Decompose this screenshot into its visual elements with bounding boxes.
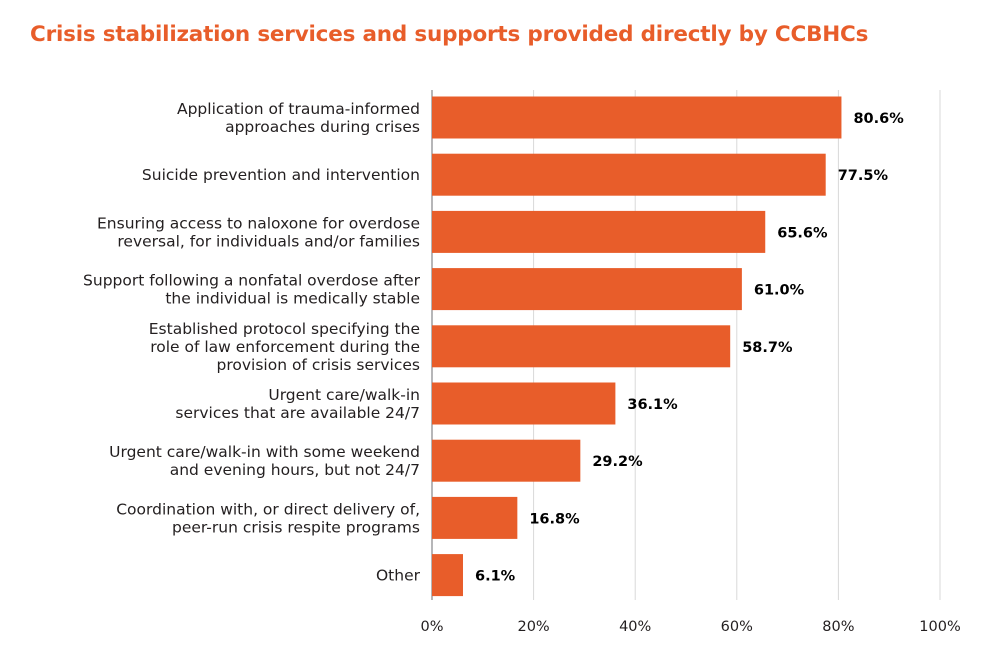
category-label: Other xyxy=(376,567,421,585)
chart-title: Crisis stabilization services and suppor… xyxy=(30,22,869,47)
category-label-line: Urgent care/walk-in with some weekend xyxy=(109,443,420,461)
category-label-line: the individual is medically stable xyxy=(165,290,420,308)
x-axis-ticks: 0% 20% 40% 60% 80% 100% xyxy=(420,619,960,635)
category-label-line: Application of trauma-informed xyxy=(177,100,420,118)
data-label: 58.7% xyxy=(742,340,793,356)
data-label: 61.0% xyxy=(754,283,805,299)
x-tick-label: 60% xyxy=(721,619,753,635)
bar xyxy=(432,210,766,253)
data-label: 16.8% xyxy=(529,511,580,527)
category-label: Coordination with, or direct delivery of… xyxy=(116,500,420,536)
x-tick-label: 80% xyxy=(822,619,854,635)
category-label-line: role of law enforcement during the xyxy=(150,338,420,356)
bar xyxy=(432,153,826,196)
bar xyxy=(432,96,842,139)
bar xyxy=(432,496,518,539)
category-label: Suicide prevention and intervention xyxy=(142,166,420,184)
data-label: 36.1% xyxy=(627,397,678,413)
data-label: 6.1% xyxy=(475,569,516,585)
category-label-line: reversal, for individuals and/or familie… xyxy=(117,232,420,250)
category-label-line: provision of crisis services xyxy=(217,356,421,374)
bars xyxy=(432,96,842,597)
x-tick-label: 0% xyxy=(420,619,443,635)
category-label: Urgent care/walk-in with some weekend and… xyxy=(109,443,420,479)
category-label-line: Ensuring access to naloxone for overdose xyxy=(97,214,420,232)
category-label: Established protocol specifying the role … xyxy=(149,320,420,374)
x-tick-label: 20% xyxy=(517,619,549,635)
x-tick-label: 100% xyxy=(919,619,960,635)
bar xyxy=(432,554,463,597)
data-label: 77.5% xyxy=(838,168,889,184)
category-label: Application of trauma-informed approaches… xyxy=(177,100,420,136)
x-tick-label: 40% xyxy=(619,619,651,635)
category-labels: Application of trauma-informed approaches… xyxy=(83,100,421,585)
bar xyxy=(432,382,616,425)
category-label: Support following a nonfatal overdose af… xyxy=(83,272,421,308)
bar xyxy=(432,325,731,368)
category-label-line: Other xyxy=(376,567,421,585)
category-label-line: peer-run crisis respite programs xyxy=(172,518,420,536)
data-label: 65.6% xyxy=(777,225,828,241)
data-label: 29.2% xyxy=(592,454,643,470)
category-label-line: Established protocol specifying the xyxy=(149,320,420,338)
category-label-line: Support following a nonfatal overdose af… xyxy=(83,272,421,290)
category-label-line: Coordination with, or direct delivery of… xyxy=(116,500,420,518)
category-label: Urgent care/walk-in services that are ava… xyxy=(175,386,420,422)
bar xyxy=(432,268,742,311)
category-label-line: Suicide prevention and intervention xyxy=(142,166,420,184)
category-label-line: approaches during crises xyxy=(225,118,420,136)
category-label-line: Urgent care/walk-in xyxy=(268,386,420,404)
data-label: 80.6% xyxy=(853,111,904,127)
category-label-line: services that are available 24/7 xyxy=(175,404,420,422)
bar xyxy=(432,439,581,482)
category-label-line: and evening hours, but not 24/7 xyxy=(170,461,420,479)
category-label: Ensuring access to naloxone for overdose… xyxy=(97,214,420,250)
value-labels: 80.6% 77.5% 65.6% 61.0% 58.7% 36.1% 29.2% 16.8%… xyxy=(475,111,904,585)
